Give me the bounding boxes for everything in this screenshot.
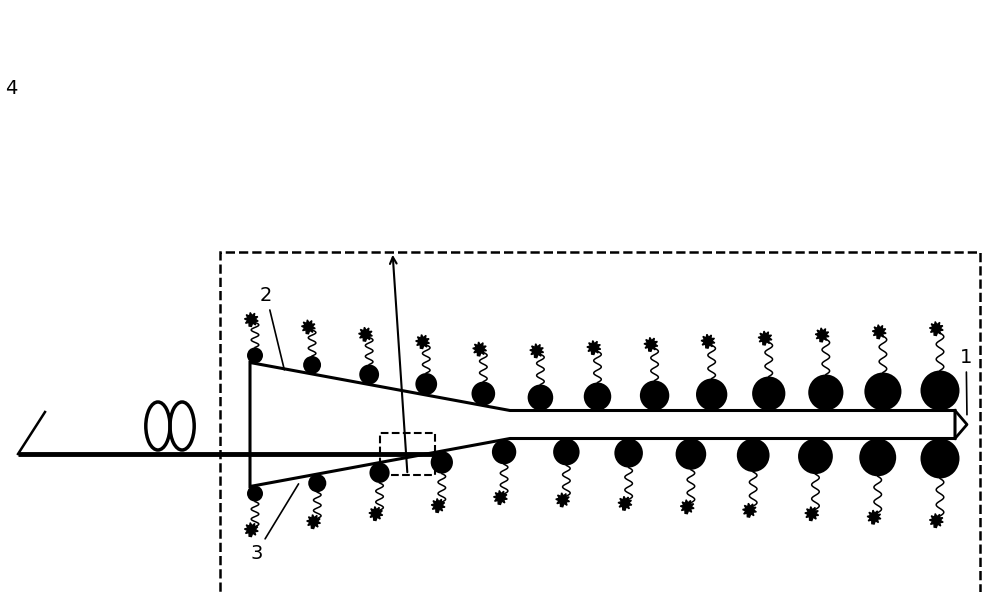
Polygon shape bbox=[644, 337, 658, 351]
Polygon shape bbox=[416, 334, 429, 349]
Polygon shape bbox=[587, 340, 601, 355]
Ellipse shape bbox=[431, 451, 453, 474]
Polygon shape bbox=[244, 523, 258, 536]
Polygon shape bbox=[929, 514, 943, 527]
Polygon shape bbox=[369, 507, 383, 520]
Polygon shape bbox=[250, 362, 955, 487]
Polygon shape bbox=[301, 320, 315, 334]
Ellipse shape bbox=[696, 378, 727, 410]
Ellipse shape bbox=[737, 439, 770, 472]
Ellipse shape bbox=[415, 373, 437, 395]
Ellipse shape bbox=[859, 439, 896, 477]
Polygon shape bbox=[618, 496, 632, 510]
Ellipse shape bbox=[528, 384, 553, 410]
Ellipse shape bbox=[308, 474, 326, 493]
Ellipse shape bbox=[472, 382, 495, 406]
Ellipse shape bbox=[808, 375, 843, 410]
Ellipse shape bbox=[614, 439, 643, 468]
Polygon shape bbox=[929, 321, 943, 336]
Polygon shape bbox=[530, 344, 544, 358]
Ellipse shape bbox=[369, 462, 390, 483]
Polygon shape bbox=[743, 503, 756, 517]
Polygon shape bbox=[867, 510, 881, 524]
Polygon shape bbox=[244, 313, 258, 326]
Bar bbox=[220, 252, 980, 592]
Text: 2: 2 bbox=[260, 285, 284, 370]
Ellipse shape bbox=[676, 439, 706, 470]
Text: 4: 4 bbox=[5, 79, 17, 98]
Polygon shape bbox=[556, 493, 570, 507]
Polygon shape bbox=[815, 328, 829, 342]
Ellipse shape bbox=[798, 439, 833, 474]
Ellipse shape bbox=[247, 348, 263, 363]
Ellipse shape bbox=[492, 440, 516, 464]
Ellipse shape bbox=[752, 377, 785, 410]
Polygon shape bbox=[758, 331, 772, 345]
Ellipse shape bbox=[553, 439, 580, 465]
Ellipse shape bbox=[920, 439, 960, 478]
Polygon shape bbox=[494, 491, 507, 504]
Ellipse shape bbox=[359, 365, 379, 384]
Ellipse shape bbox=[584, 382, 611, 410]
Text: 1: 1 bbox=[960, 348, 972, 415]
Bar bbox=[380, 433, 435, 475]
Polygon shape bbox=[701, 334, 715, 348]
Polygon shape bbox=[872, 325, 886, 339]
Ellipse shape bbox=[247, 485, 263, 501]
Ellipse shape bbox=[864, 372, 901, 410]
Polygon shape bbox=[307, 514, 320, 529]
Text: 3: 3 bbox=[250, 484, 299, 563]
Polygon shape bbox=[431, 498, 445, 513]
Polygon shape bbox=[359, 327, 372, 341]
Ellipse shape bbox=[640, 381, 669, 410]
Polygon shape bbox=[805, 507, 819, 520]
Polygon shape bbox=[680, 500, 694, 514]
Polygon shape bbox=[473, 342, 487, 356]
Ellipse shape bbox=[920, 371, 960, 410]
Ellipse shape bbox=[303, 356, 321, 374]
